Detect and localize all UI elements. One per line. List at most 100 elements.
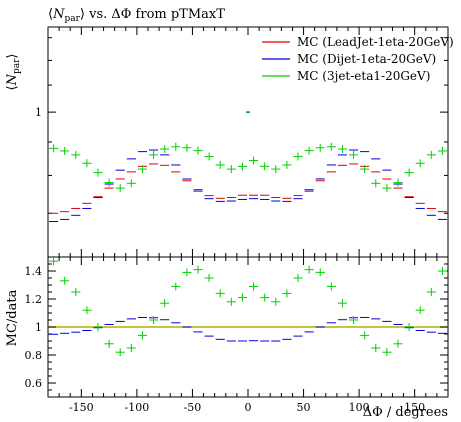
ratio-x-tick-label: 50 — [297, 401, 311, 414]
data-point — [393, 178, 403, 187]
ratio-point — [93, 323, 103, 331]
main-y-tick-label: 1 — [35, 106, 42, 119]
ratio-point — [60, 276, 70, 285]
data-point — [71, 150, 81, 159]
data-point — [160, 145, 170, 154]
ratio-point — [171, 282, 181, 291]
ratio-point — [260, 293, 270, 302]
data-point — [271, 165, 281, 174]
ratio-point — [426, 288, 436, 296]
ratio-point — [349, 316, 359, 324]
ratio-point — [82, 306, 92, 315]
ratio-x-tick-label: -50 — [184, 401, 202, 414]
ratio-point — [371, 344, 381, 352]
data-point — [371, 179, 381, 188]
data-point — [282, 160, 292, 169]
ratio-point — [160, 299, 170, 308]
chart-title: ⟨Npar⟩ vs. ΔΦ from pTMaxT — [48, 7, 225, 24]
main-series — [49, 111, 447, 223]
ratio-y-tick-label: 1.2 — [25, 293, 43, 306]
data-point — [315, 143, 325, 152]
data-point — [382, 184, 392, 193]
ratio-point — [237, 293, 247, 302]
data-point — [226, 165, 236, 174]
data-point — [260, 162, 270, 171]
ratio-point — [149, 316, 159, 324]
ratio-point — [115, 348, 125, 357]
data-point — [115, 184, 125, 193]
ratio-point — [204, 274, 214, 282]
data-point — [193, 146, 203, 155]
legend-label-dijet: MC (Dijet-1eta-20GeV) — [297, 52, 436, 66]
ratio-y-axis-label: MC/data — [5, 289, 20, 346]
data-point — [104, 178, 114, 187]
ratio-point — [126, 344, 136, 352]
series-mc-leadjet-1eta-20gev — [49, 163, 447, 214]
data-point — [171, 142, 181, 151]
data-point — [326, 142, 336, 151]
ratio-y-tick-label: 1.4 — [25, 265, 43, 278]
legend-entry-dijet: MC (Dijet-1eta-20GeV) — [262, 52, 436, 66]
ratio-point — [137, 331, 147, 340]
data-point — [215, 160, 225, 169]
ratio-point — [404, 323, 414, 331]
data-point — [126, 179, 136, 188]
data-point — [237, 162, 247, 171]
data-point — [182, 143, 192, 152]
legend-label-3jet: MC (3jet-eta1-20GeV) — [297, 69, 430, 83]
ratio-point — [326, 282, 336, 291]
legend-entry-3jet: MC (3jet-eta1-20GeV) — [262, 69, 430, 83]
data-point — [349, 150, 359, 159]
ratio-point — [71, 288, 81, 296]
series-mc-3jet-eta1-20gev — [49, 142, 447, 193]
data-point — [337, 145, 347, 154]
ratio-y-tick-label: 0.6 — [25, 377, 43, 390]
ratio-point — [293, 274, 303, 282]
ratio-y-tick-label: 1 — [35, 321, 42, 334]
data-point — [49, 144, 59, 153]
ratio-point — [360, 331, 370, 340]
legend-entry-leadjet: MC (LeadJet-1eta-20GeV) — [262, 35, 454, 49]
ratio-point — [337, 299, 347, 308]
data-point — [82, 159, 92, 168]
ratio-point — [182, 268, 192, 277]
ratio-x-tick-label: -100 — [125, 401, 150, 414]
legend-label-leadjet: MC (LeadJet-1eta-20GeV) — [297, 35, 454, 49]
ratio-point — [249, 282, 259, 291]
data-point — [415, 159, 425, 168]
ratio-x-tick-label: -150 — [69, 401, 94, 414]
ratio-point — [282, 289, 292, 298]
main-y-tick-labels: 1 — [35, 106, 42, 119]
data-point — [293, 152, 303, 161]
data-point — [93, 168, 103, 177]
data-point — [249, 156, 259, 165]
ratio-series-3jet — [49, 257, 447, 357]
ratio-point — [382, 348, 392, 357]
ratio-point — [271, 297, 281, 306]
ratio-point — [193, 265, 203, 274]
ratio-series — [49, 257, 447, 357]
legend: MC (LeadJet-1eta-20GeV) MC (Dijet-1eta-2… — [262, 35, 454, 83]
data-point — [149, 150, 159, 159]
ratio-point — [304, 265, 314, 274]
ratio-point — [215, 289, 225, 298]
main-y-axis-label: ⟨Npar⟩ — [5, 54, 22, 91]
series-mc-dijet-1eta-20gev — [49, 149, 447, 223]
x-axis-label: ΔΦ / degrees — [363, 405, 448, 420]
data-point — [204, 152, 214, 161]
data-point — [426, 150, 436, 159]
data-point — [60, 146, 70, 155]
ratio-point — [393, 339, 403, 348]
ratio-x-tick-label: 150 — [404, 401, 425, 414]
data-point — [404, 168, 414, 177]
data-point — [437, 146, 447, 155]
data-point — [304, 146, 314, 155]
ratio-point — [315, 268, 325, 277]
ratio-x-tick-label: 100 — [349, 401, 370, 414]
ratio-point — [437, 267, 447, 275]
ratio-point — [226, 297, 236, 306]
ratio-x-tick-label: 0 — [245, 401, 252, 414]
ratio-point — [49, 257, 59, 266]
data-point — [137, 165, 147, 174]
